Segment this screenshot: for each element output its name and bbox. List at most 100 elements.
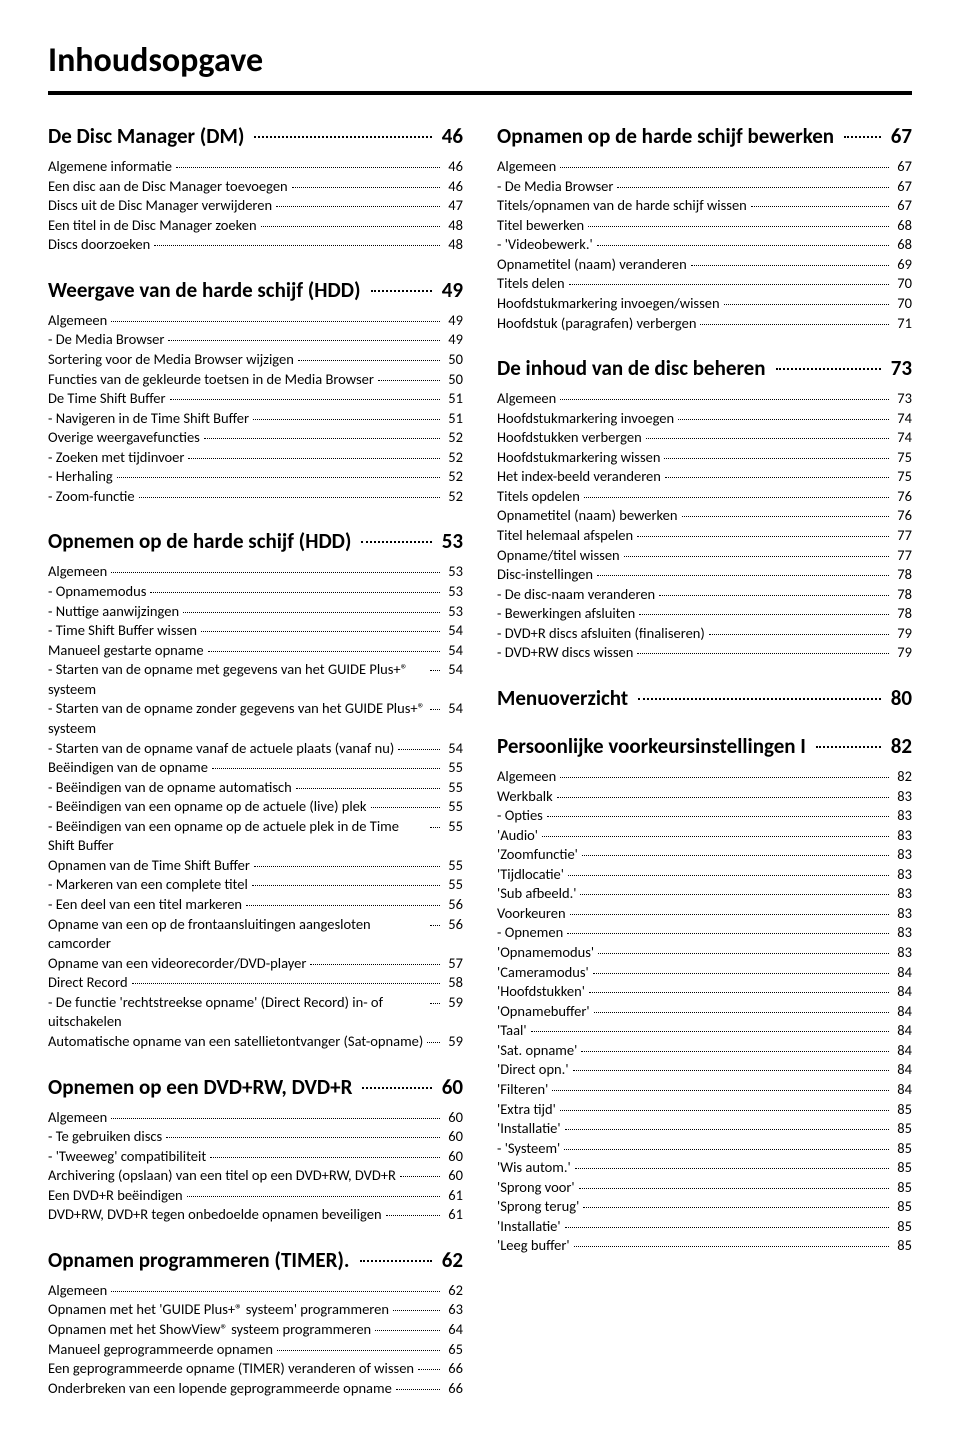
toc-page: 54: [444, 699, 463, 719]
toc-label: 'Installatie': [497, 1119, 561, 1139]
toc-leader-dots: [183, 612, 440, 613]
toc-page: 68: [893, 235, 912, 255]
toc-leader-dots: [700, 324, 889, 325]
toc-label: Algemeen: [48, 311, 107, 331]
toc-row: - Navigeren in de Time Shift Buffer51: [48, 409, 463, 429]
toc-row: Algemeen62: [48, 1281, 463, 1301]
toc-label: 'Tijdlocatie': [497, 865, 564, 885]
toc-label: Algemene informatie: [48, 157, 172, 177]
toc-page: 82: [893, 767, 912, 787]
toc-label: - De Media Browser: [48, 330, 164, 350]
toc-page: 46: [444, 157, 463, 177]
toc-leader-dots: [276, 206, 440, 207]
toc-label: - Opties: [497, 806, 543, 826]
section-leader-dots: [361, 541, 431, 543]
toc-page: 65: [444, 1340, 463, 1360]
toc-leader-dots: [400, 1176, 440, 1177]
toc-label: 'Filteren': [497, 1080, 548, 1100]
section-leader-dots: [362, 1087, 431, 1089]
toc-label: Algemeen: [48, 1281, 107, 1301]
section-head: Persoonlijke voorkeursinstellingen I82: [497, 733, 912, 759]
toc-leader-dots: [371, 807, 441, 808]
toc-label: Algemeen: [497, 767, 556, 787]
toc-row: Direct Record58: [48, 973, 463, 993]
toc-page: 54: [444, 621, 463, 641]
toc-label: Hoofdstukmarkering invoegen/wissen: [497, 294, 720, 314]
toc-row: Een DVD+R beëindigen61: [48, 1186, 463, 1206]
toc-leader-dots: [396, 1389, 440, 1390]
toc-leader-dots: [565, 1227, 890, 1228]
toc-page: 47: [444, 196, 463, 216]
toc-page: 79: [893, 643, 912, 663]
toc-leader-dots: [579, 1188, 890, 1189]
toc-row: 'Installatie'85: [497, 1217, 912, 1237]
toc-page: 85: [893, 1178, 912, 1198]
toc-label: Een disc aan de Disc Manager toevoegen: [48, 177, 288, 197]
toc-page: 60: [444, 1108, 463, 1128]
toc-row: - Beëindigen van een opname op de actuel…: [48, 817, 463, 856]
section-leader-dots: [254, 136, 431, 138]
toc-page: 57: [444, 954, 463, 974]
toc-label: Hoofdstuk (paragrafen) verbergen: [497, 314, 696, 334]
toc-leader-dots: [691, 265, 890, 266]
toc-label: Automatische opname van een satellietont…: [48, 1032, 423, 1052]
toc-leader-dots: [573, 1070, 890, 1071]
section-page: 53: [442, 528, 463, 554]
toc-label: 'Hoofdstukken': [497, 982, 585, 1002]
toc-row: Algemeen53: [48, 562, 463, 582]
toc-row: - Een deel van een titel markeren56: [48, 895, 463, 915]
toc-page: 78: [893, 585, 912, 605]
toc-page: 67: [893, 177, 912, 197]
toc-leader-dots: [560, 1110, 889, 1111]
toc-leader-dots: [292, 187, 441, 188]
toc-label: - Opnemen: [497, 923, 563, 943]
toc-row: Hoofdstukmarkering invoegen74: [497, 409, 912, 429]
toc-page: 85: [893, 1217, 912, 1237]
toc-page: 54: [444, 739, 463, 759]
toc-row: Titel bewerken68: [497, 216, 912, 236]
toc-row: Sortering voor de Media Browser wijzigen…: [48, 350, 463, 370]
toc-leader-dots: [210, 1157, 440, 1158]
toc-label: Het index-beeld veranderen: [497, 467, 661, 487]
toc-label: - De disc-naam veranderen: [497, 585, 655, 605]
toc-page: 76: [893, 506, 912, 526]
toc-row: Automatische opname van een satellietont…: [48, 1032, 463, 1052]
toc-page: 68: [893, 216, 912, 236]
toc-leader-dots: [253, 419, 440, 420]
toc-leader-dots: [751, 206, 890, 207]
toc-label: DVD+RW, DVD+R tegen onbedoelde opnamen b…: [48, 1205, 382, 1225]
toc-row: - Starten van de opname met gegevens van…: [48, 660, 463, 699]
section-title: Persoonlijke voorkeursinstellingen I: [497, 734, 806, 758]
section-leader-dots: [844, 136, 881, 138]
toc-page: 77: [893, 526, 912, 546]
toc-leader-dots: [117, 477, 441, 478]
toc-label: Opname van een op de frontaansluitingen …: [48, 915, 426, 954]
left-column: De Disc Manager (DM)46Algemene informati…: [48, 123, 463, 1398]
toc-leader-dots: [310, 964, 440, 965]
toc-page: 59: [444, 993, 463, 1013]
section-page: 46: [442, 123, 463, 149]
toc-leader-dots: [588, 226, 889, 227]
toc-leader-dots: [298, 360, 440, 361]
toc-label: 'Sprong terug': [497, 1197, 579, 1217]
toc-label: 'Extra tijd': [497, 1100, 556, 1120]
section-page: 62: [442, 1247, 463, 1273]
section-head: Opnemen op een DVD+RW, DVD+R60: [48, 1074, 463, 1100]
toc-leader-dots: [568, 875, 889, 876]
toc-label: - Navigeren in de Time Shift Buffer: [48, 409, 249, 429]
toc-leader-dots: [724, 304, 890, 305]
toc-row: Opnametitel (naam) bewerken76: [497, 506, 912, 526]
toc-label: Opnamen met het 'GUIDE Plus+® systeem' p…: [48, 1300, 389, 1320]
toc-leader-dots: [560, 399, 889, 400]
toc-leader-dots: [678, 419, 889, 420]
section-title: Menuoverzicht: [497, 686, 628, 710]
toc-row: - Zoom-functie52: [48, 487, 463, 507]
toc-row: - 'Systeem'85: [497, 1139, 912, 1159]
toc-row: Werkbalk83: [497, 787, 912, 807]
section-leader-dots: [816, 746, 881, 748]
toc-row: - Opnamemodus53: [48, 582, 463, 602]
toc-leader-dots: [111, 321, 440, 322]
toc-label: - Te gebruiken discs: [48, 1127, 162, 1147]
section-title: Opnamen op de harde schijf bewerken: [497, 124, 834, 148]
toc-label: 'Leeg buffer': [497, 1236, 570, 1256]
